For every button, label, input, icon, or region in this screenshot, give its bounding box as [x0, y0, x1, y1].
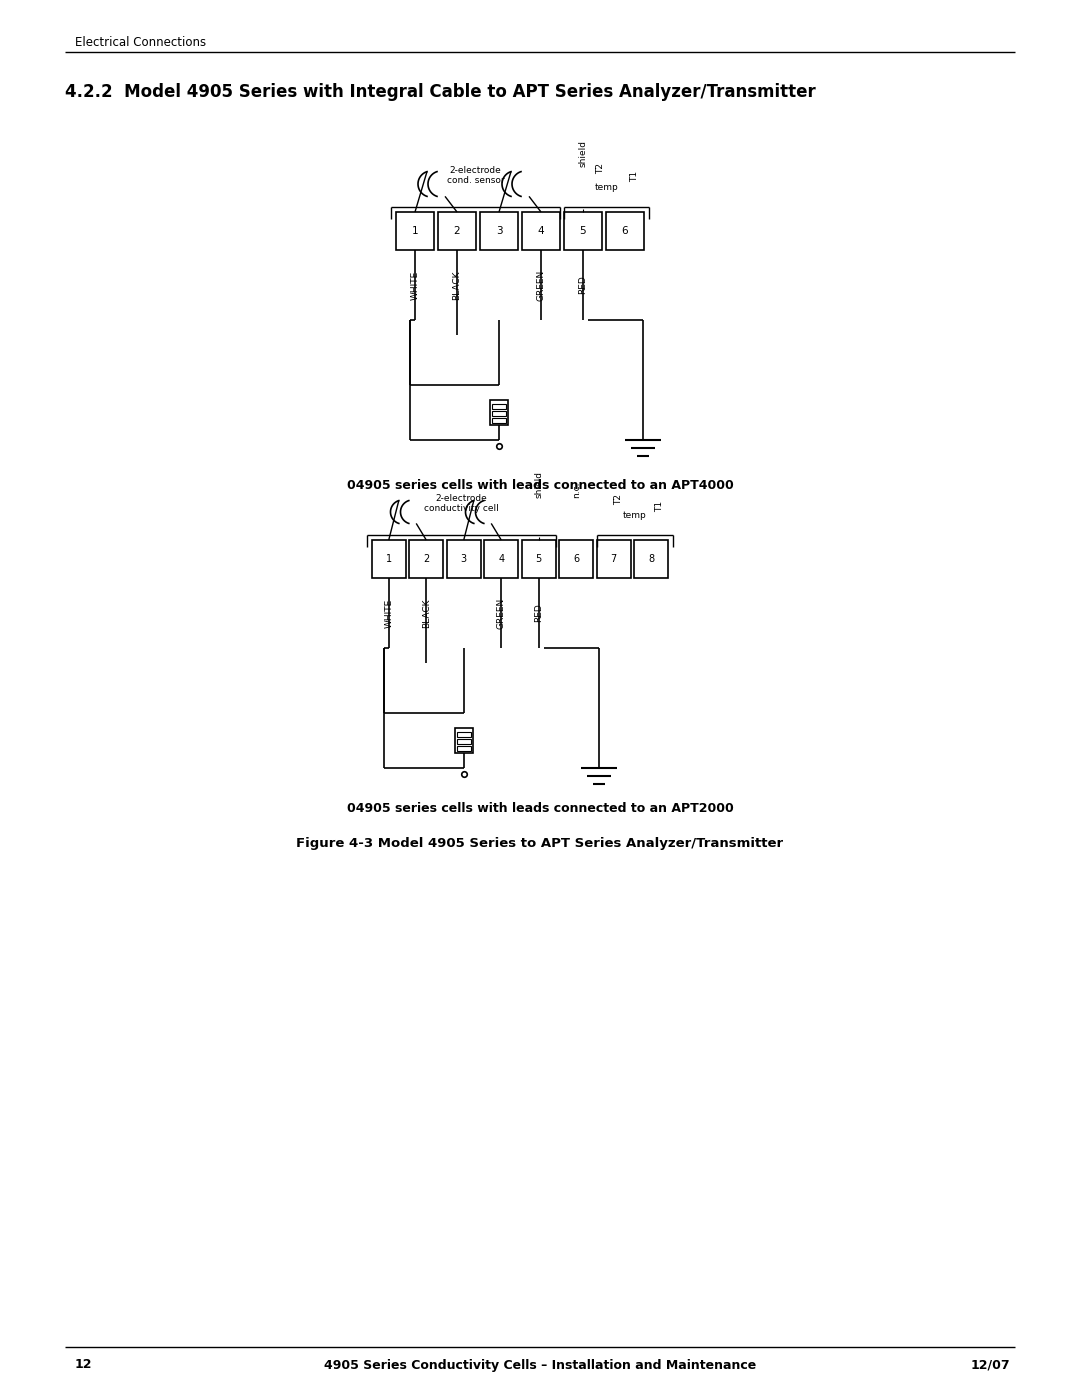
Text: 4: 4	[498, 555, 504, 564]
Text: 3: 3	[496, 226, 502, 236]
Bar	[522, 212, 561, 250]
Bar	[492, 411, 507, 416]
Bar	[457, 746, 471, 752]
Bar	[559, 541, 593, 578]
Text: 2: 2	[423, 555, 430, 564]
Text: 12/07: 12/07	[970, 1358, 1010, 1372]
Text: 2: 2	[454, 226, 460, 236]
Bar	[480, 212, 518, 250]
Bar	[457, 739, 471, 745]
Text: T2: T2	[615, 495, 623, 504]
Bar	[564, 212, 602, 250]
Bar	[372, 541, 406, 578]
Text: BLACK: BLACK	[422, 598, 431, 627]
Text: 12: 12	[75, 1358, 93, 1372]
Text: WHITE: WHITE	[410, 271, 419, 299]
Text: WHITE: WHITE	[384, 598, 393, 627]
Text: 5: 5	[536, 555, 542, 564]
Text: temp: temp	[623, 511, 647, 520]
Text: Figure 4-3 Model 4905 Series to APT Series Analyzer/Transmitter: Figure 4-3 Model 4905 Series to APT Seri…	[296, 837, 784, 849]
Bar	[597, 541, 631, 578]
Text: n.c.: n.c.	[571, 482, 581, 497]
Text: T1: T1	[631, 170, 639, 182]
Text: 04905 series cells with leads connected to an APT4000: 04905 series cells with leads connected …	[347, 479, 733, 492]
Text: GREEN: GREEN	[537, 270, 545, 300]
Bar	[457, 732, 471, 738]
Text: 3: 3	[461, 555, 467, 564]
Text: temp: temp	[595, 183, 619, 191]
Text: 4905 Series Conductivity Cells – Installation and Maintenance: 4905 Series Conductivity Cells – Install…	[324, 1358, 756, 1372]
Text: 8: 8	[648, 555, 654, 564]
Text: 04905 series cells with leads connected to an APT2000: 04905 series cells with leads connected …	[347, 802, 733, 814]
Bar	[438, 212, 476, 250]
Text: 7: 7	[610, 555, 617, 564]
Bar	[606, 212, 644, 250]
Bar	[522, 541, 556, 578]
Bar	[447, 541, 481, 578]
Text: shield: shield	[579, 140, 588, 168]
Text: 6: 6	[622, 226, 629, 236]
Text: RED: RED	[579, 275, 588, 295]
Text: shield: shield	[535, 471, 543, 497]
Text: Electrical Connections: Electrical Connections	[75, 35, 206, 49]
Bar	[490, 400, 508, 425]
Text: 6: 6	[573, 555, 579, 564]
Bar	[484, 541, 518, 578]
Text: 2-electrode
cond. sensor: 2-electrode cond. sensor	[447, 166, 504, 184]
Bar	[455, 728, 473, 753]
Text: T1: T1	[654, 502, 664, 511]
Bar	[492, 418, 507, 423]
Text: 1: 1	[386, 555, 392, 564]
Bar	[409, 541, 443, 578]
Bar	[396, 212, 434, 250]
Bar	[634, 541, 669, 578]
Text: GREEN: GREEN	[497, 598, 505, 629]
Text: 4.2.2  Model 4905 Series with Integral Cable to APT Series Analyzer/Transmitter: 4.2.2 Model 4905 Series with Integral Ca…	[65, 82, 815, 101]
Text: 5: 5	[580, 226, 586, 236]
Text: BLACK: BLACK	[453, 270, 461, 300]
Bar	[492, 404, 507, 409]
Text: 1: 1	[411, 226, 418, 236]
Text: RED: RED	[535, 604, 543, 623]
Text: T2: T2	[596, 163, 606, 175]
Text: 4: 4	[538, 226, 544, 236]
Text: 2-electrode
conductivity cell: 2-electrode conductivity cell	[423, 493, 499, 513]
